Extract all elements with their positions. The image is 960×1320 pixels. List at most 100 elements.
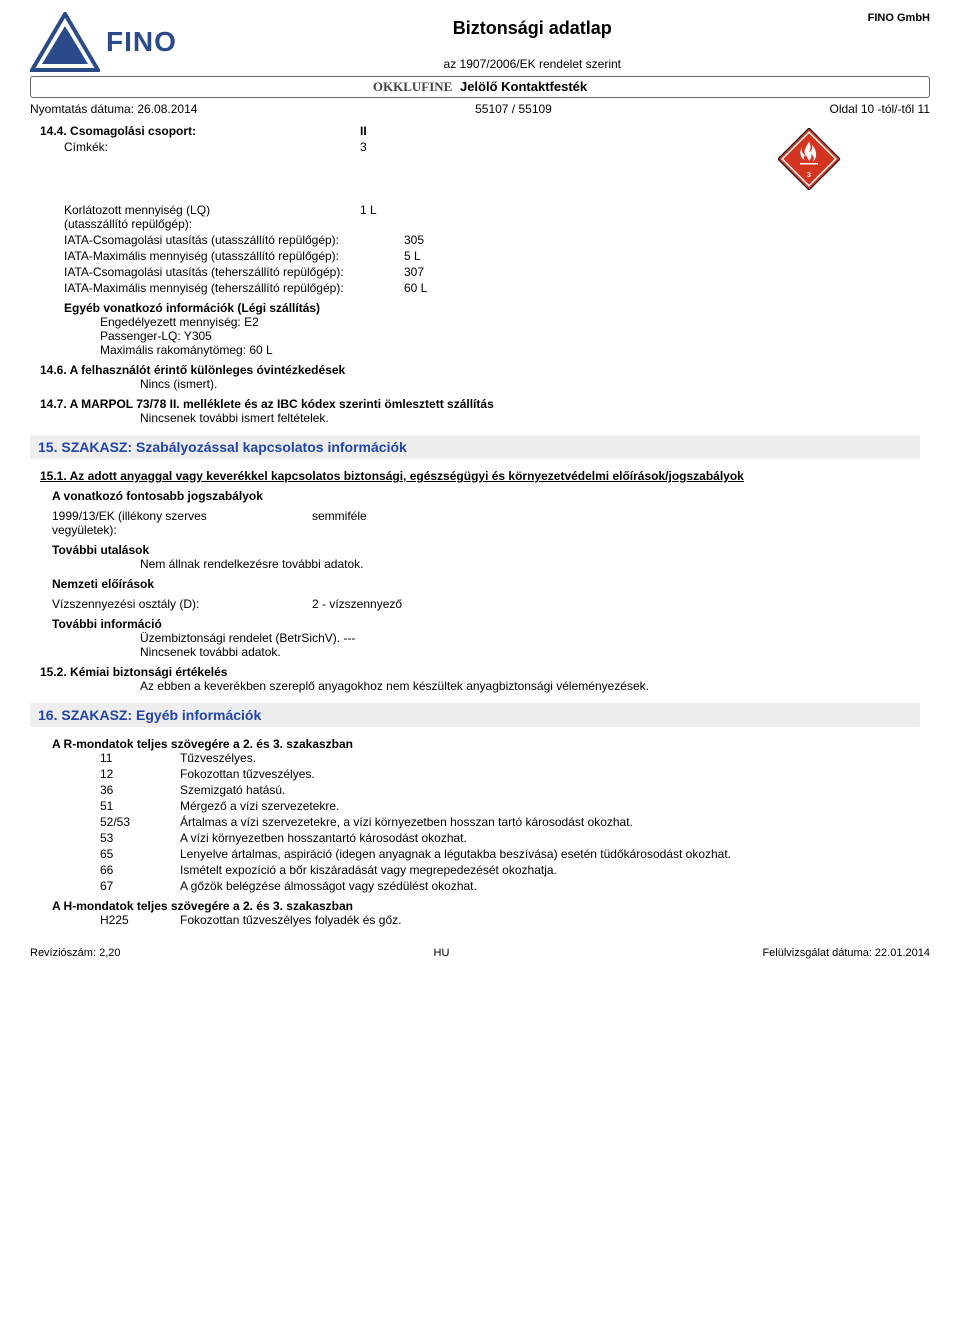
r-phrase-code: 36 (100, 783, 180, 797)
r-phrase-code: 65 (100, 847, 180, 861)
lq-row: Korlátozott mennyiség (LQ) (utasszállító… (64, 203, 920, 231)
document-subtitle: az 1907/2006/EK rendelet szerint (197, 57, 868, 71)
section-14-4-heading: 14.4. Csomagolási csoport: II (40, 124, 778, 138)
iata-pack-cargo-row: IATA-Csomagolási utasítás (teherszállító… (64, 265, 920, 279)
r-phrase-row: 36Szemizgató hatású. (100, 783, 920, 797)
h-phrases-list: H225Fokozottan tűzveszélyes folyadék és … (100, 913, 920, 927)
h-phrase-code: H225 (100, 913, 180, 927)
r-phrase-code: 51 (100, 799, 180, 813)
voc-label-line2: vegyületek): (52, 523, 312, 537)
language-code: HU (434, 947, 450, 959)
voc-row: 1999/13/EK (illékony szerves vegyületek)… (52, 509, 920, 537)
section-14-7-body: Nincsenek további ismert feltételek. (40, 411, 920, 425)
labels-row: Címkék: 3 (64, 140, 778, 154)
r-phrase-row: 66Ismételt expozíció a bőr kiszáradását … (100, 863, 920, 877)
other-air-line3: Maximális rakománytömeg: 60 L (40, 343, 920, 357)
section-16-title: 16. SZAKASZ: Egyéb információk (30, 703, 920, 727)
r-phrase-row: 11Tűzveszélyes. (100, 751, 920, 765)
section-14-7-heading: 14.7. A MARPOL 73/78 II. melléklete és a… (40, 397, 920, 411)
r-phrase-code: 67 (100, 879, 180, 893)
r-phrase-row: 53A vízi környezetben hosszantartó káros… (100, 831, 920, 845)
h-phrase-row: H225Fokozottan tűzveszélyes folyadék és … (100, 913, 920, 927)
section-15-1-heading: 15.1. Az adott anyaggal vagy keverékkel … (40, 469, 920, 483)
lq-label-line2: (utasszállító repülőgép): (64, 217, 360, 231)
r-phrase-text: Szemizgató hatású. (180, 783, 920, 797)
print-date: Nyomtatás dátuma: 26.08.2014 (30, 102, 197, 116)
iata-max-pax-label: IATA-Maximális mennyiség (utasszállító r… (64, 249, 404, 263)
r-phrase-row: 65Lenyelve ártalmas, aspiráció (idegen a… (100, 847, 920, 861)
product-title-bar: OKKLUFINE Jelölő Kontaktfesték (30, 76, 930, 98)
page-header: FINO Biztonsági adatlap az 1907/2006/EK … (30, 12, 930, 72)
r-phrase-code: 52/53 (100, 815, 180, 829)
labels-value: 3 (360, 140, 778, 154)
h-phrase-text: Fokozottan tűzveszélyes folyadék és gőz. (180, 913, 920, 927)
r-phrase-row: 52/53Ártalmas a vízi szervezetekre, a ví… (100, 815, 920, 829)
r-phrase-row: 12Fokozottan tűzveszélyes. (100, 767, 920, 781)
lq-label-line1: Korlátozott mennyiség (LQ) (64, 203, 360, 217)
other-air-line1: Engedélyezett mennyiség: E2 (40, 315, 920, 329)
section-15-title: 15. SZAKASZ: Szabályozással kapcsolatos … (30, 435, 920, 459)
r-phrase-row: 67A gőzök belégzése álmosságot vagy széd… (100, 879, 920, 893)
review-date: Felülvizsgálat dátuma: 22.01.2014 (762, 947, 930, 959)
other-air-heading: Egyéb vonatkozó információk (Légi szállí… (64, 301, 920, 315)
iata-max-cargo-label: IATA-Maximális mennyiség (teherszállító … (64, 281, 404, 295)
further-ref-label: További utalások (52, 543, 920, 557)
r-phrase-text: Tűzveszélyes. (180, 751, 920, 765)
water-hazard-row: Vízszennyezési osztály (D): 2 - vízszenn… (52, 597, 920, 611)
h-phrases-heading: A H-mondatok teljes szövegére a 2. és 3.… (52, 899, 920, 913)
r-phrase-text: Ismételt expozíció a bőr kiszáradását va… (180, 863, 920, 877)
iata-max-pax-value: 5 L (404, 249, 920, 263)
product-code: 55107 / 55109 (475, 102, 552, 116)
iata-max-pax-row: IATA-Maximális mennyiség (utasszállító r… (64, 249, 920, 263)
logo-text: FINO (106, 26, 177, 58)
r-phrase-text: Lenyelve ártalmas, aspiráció (idegen any… (180, 847, 920, 861)
iata-pack-pax-row: IATA-Csomagolási utasítás (utasszállító … (64, 233, 920, 247)
r-phrase-text: A vízi környezetben hosszantartó károsod… (180, 831, 920, 845)
other-air-line2: Passenger-LQ: Y305 (40, 329, 920, 343)
iata-max-cargo-row: IATA-Maximális mennyiség (teherszállító … (64, 281, 920, 295)
r-phrases-list: 11Tűzveszélyes.12Fokozottan tűzveszélyes… (100, 751, 920, 893)
r-phrase-code: 11 (100, 751, 180, 765)
water-hazard-value: 2 - vízszennyező (312, 597, 920, 611)
meta-row: Nyomtatás dátuma: 26.08.2014 55107 / 551… (30, 102, 930, 116)
iata-max-cargo-value: 60 L (404, 281, 920, 295)
logo-block: FINO (30, 12, 177, 72)
further-ref-body: Nem állnak rendelkezésre további adatok. (40, 557, 920, 571)
iata-pack-pax-label: IATA-Csomagolási utasítás (utasszállító … (64, 233, 404, 247)
voc-label-line1: 1999/13/EK (illékony szerves (52, 509, 312, 523)
page-number: Oldal 10 -tól/-től 11 (830, 102, 931, 116)
section-15-2-heading: 15.2. Kémiai biztonsági értékelés (40, 665, 920, 679)
company-name: FINO GmbH (868, 12, 930, 24)
r-phrase-text: Fokozottan tűzveszélyes. (180, 767, 920, 781)
document-title: Biztonsági adatlap (197, 18, 868, 39)
labels-label: Címkék: (64, 140, 360, 154)
section-14-6-heading: 14.6. A felhasználót érintő különleges ó… (40, 363, 920, 377)
lq-value: 1 L (360, 203, 920, 231)
fino-logo-icon (30, 12, 100, 72)
r-phrases-heading: A R-mondatok teljes szövegére a 2. és 3.… (52, 737, 920, 751)
r-phrase-text: A gőzök belégzése álmosságot vagy szédül… (180, 879, 920, 893)
further-info-line2: Nincsenek további adatok. (40, 645, 920, 659)
iata-pack-cargo-label: IATA-Csomagolási utasítás (teherszállító… (64, 265, 404, 279)
r-phrase-code: 66 (100, 863, 180, 877)
iata-pack-pax-value: 305 (404, 233, 920, 247)
further-info-label: További információ (52, 617, 920, 631)
r-phrase-code: 12 (100, 767, 180, 781)
r-phrase-text: Mérgező a vízi szervezetekre. (180, 799, 920, 813)
section-14-6-body: Nincs (ismert). (40, 377, 920, 391)
further-info-line1: Üzembiztonsági rendelet (BetrSichV). --- (40, 631, 920, 645)
r-phrase-row: 51Mérgező a vízi szervezetekre. (100, 799, 920, 813)
regulations-label: A vonatkozó fontosabb jogszabályok (52, 489, 920, 503)
page-footer: Revíziószám: 2,20 HU Felülvizsgálat dátu… (30, 947, 930, 959)
voc-value: semmiféle (312, 509, 920, 537)
iata-pack-cargo-value: 307 (404, 265, 920, 279)
flammable-hazard-icon: 3 (778, 128, 840, 193)
national-regs-label: Nemzeti előírások (52, 577, 920, 591)
packing-group-label: 14.4. Csomagolási csoport: (40, 124, 196, 138)
section-15-2-body: Az ebben a keverékben szereplő anyagokho… (40, 679, 920, 693)
r-phrase-code: 53 (100, 831, 180, 845)
revision-number: Revíziószám: 2,20 (30, 947, 120, 959)
header-center: Biztonsági adatlap az 1907/2006/EK rende… (197, 12, 868, 71)
r-phrase-text: Ártalmas a vízi szervezetekre, a vízi kö… (180, 815, 920, 829)
water-hazard-label: Vízszennyezési osztály (D): (52, 597, 312, 611)
